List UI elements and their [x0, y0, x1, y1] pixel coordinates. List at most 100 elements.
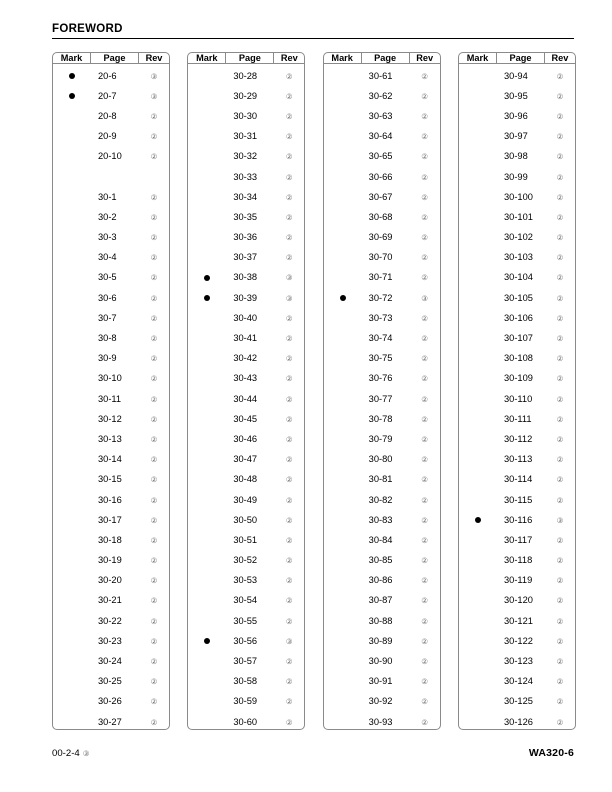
page-number-text: 30-36	[233, 232, 258, 243]
cell-mark	[324, 187, 362, 207]
page-number-text: 30-69	[368, 232, 393, 243]
revision-number-text: ②	[150, 253, 158, 263]
cell-mark	[324, 470, 362, 490]
page-number-text: 30-106	[503, 312, 533, 323]
cell-revision: ②	[410, 147, 440, 167]
revision-number-text: ②	[421, 192, 429, 202]
table-header-row: Mark Page Rev	[458, 53, 575, 64]
cell-mark	[53, 510, 91, 530]
revision-number-text: ②	[556, 152, 564, 162]
cell-page-number: 30-64	[362, 127, 410, 147]
revision-number-text: ②	[556, 111, 564, 121]
revision-number-text: ②	[150, 475, 158, 485]
page-number-text: 30-112	[503, 433, 533, 444]
cell-mark	[459, 167, 497, 187]
cell-revision: ②	[139, 631, 169, 651]
cell-revision: ③	[274, 268, 304, 288]
cell-page-number: 20-8	[91, 106, 139, 126]
revision-number-text: ②	[556, 697, 564, 707]
page-number-text: 30-16	[98, 494, 122, 505]
revision-number-text: ②	[285, 334, 293, 344]
cell-page-number: 30-100	[497, 187, 545, 207]
page-number-text: 30-87	[368, 595, 393, 606]
table-header-row: Mark Page Rev	[323, 53, 440, 64]
cell-page-number: 30-25	[91, 672, 139, 692]
revision-number-text: ②	[556, 212, 564, 222]
cell-page-number: 30-84	[362, 530, 410, 550]
footer-page-number: 00-2-4	[52, 747, 80, 759]
cell-page-number: 30-57	[226, 651, 274, 671]
page-number-text: 30-20	[98, 575, 122, 586]
revision-number-text: ②	[285, 192, 293, 202]
cell-revision: ②	[139, 349, 169, 369]
page-number-text: 30-27	[98, 716, 122, 727]
revision-number-text: ②	[421, 374, 429, 384]
cell-page-number: 30-33	[226, 167, 274, 187]
revision-number-text: ②	[150, 111, 158, 121]
cell-revision: ②	[410, 450, 440, 470]
cell-revision: ②	[545, 651, 575, 671]
table-row: 30-105 ②	[459, 288, 575, 308]
page-number-text: 30-85	[368, 555, 393, 566]
column-header-page: Page	[226, 53, 275, 63]
page-number-text: 30-13	[98, 433, 122, 444]
table-row: 30-120 ②	[459, 591, 575, 611]
cell-revision: ②	[545, 672, 575, 692]
table-row: 30-46 ②	[188, 429, 304, 449]
table-row: 30-1 ②	[53, 187, 169, 207]
cell-revision: ②	[274, 86, 304, 106]
cell-page-number: 30-20	[91, 571, 139, 591]
table-row: 30-125 ②	[459, 692, 575, 712]
revision-number-text: ②	[285, 414, 293, 424]
revision-number-text: ②	[556, 414, 564, 424]
table-row: 30-121 ②	[459, 611, 575, 631]
cell-page-number: 30-42	[226, 349, 274, 369]
revision-number-text: ②	[150, 132, 158, 142]
cell-mark	[324, 349, 362, 369]
cell-revision: ②	[139, 389, 169, 409]
cell-revision: ②	[545, 692, 575, 712]
page-number-text: 30-104	[503, 272, 533, 283]
page-number-text: 30-5	[98, 272, 117, 283]
cell-revision: ②	[545, 389, 575, 409]
cell-revision: ②	[274, 127, 304, 147]
table-row: 30-67 ②	[324, 187, 440, 207]
revision-number-text: ②	[421, 576, 429, 586]
page-number-text: 30-126	[503, 716, 533, 727]
cell-mark	[459, 490, 497, 510]
table-row: 30-49 ②	[188, 490, 304, 510]
cell-revision: ②	[274, 228, 304, 248]
revision-number-text: ②	[150, 313, 158, 323]
page-number-text: 30-64	[368, 131, 393, 142]
table-row: 30-75 ②	[324, 349, 440, 369]
table-row: 30-80 ②	[324, 450, 440, 470]
cell-revision: ②	[410, 530, 440, 550]
cell-mark	[53, 288, 91, 308]
cell-page-number: 30-123	[497, 651, 545, 671]
cell-page-number: 30-15	[91, 470, 139, 490]
cell-revision: ②	[274, 611, 304, 631]
cell-revision: ③	[139, 86, 169, 106]
table-row: 30-89 ②	[324, 631, 440, 651]
cell-mark	[188, 672, 226, 692]
revision-number-text: ②	[150, 455, 158, 465]
cell-mark	[324, 106, 362, 126]
cell-page-number: 30-30	[226, 106, 274, 126]
cell-revision: ②	[410, 571, 440, 591]
cell-mark	[324, 147, 362, 167]
cell-revision: ②	[274, 389, 304, 409]
cell-mark	[188, 429, 226, 449]
cell-mark	[459, 571, 497, 591]
table-row: 30-95 ②	[459, 86, 575, 106]
cell-revision: ②	[410, 611, 440, 631]
revision-number-text: ②	[285, 596, 293, 606]
cell-page-number: 30-52	[226, 551, 274, 571]
revision-mark-dot-icon	[204, 638, 211, 645]
cell-page-number: 30-38	[226, 268, 274, 288]
revision-number-text: ②	[150, 233, 158, 243]
cell-mark	[188, 631, 226, 651]
revision-number-text: ②	[421, 596, 429, 606]
revision-number-text: ②	[285, 677, 293, 687]
revision-number-text: ②	[556, 394, 564, 404]
revision-number-text: ②	[285, 495, 293, 505]
